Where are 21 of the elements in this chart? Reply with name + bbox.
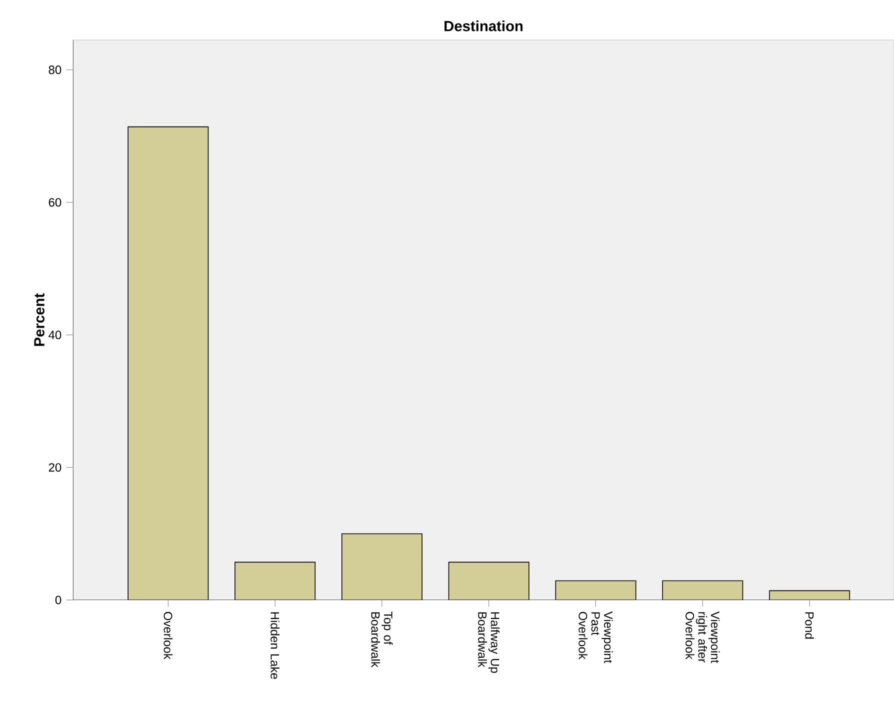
y-tick-label: 40 <box>48 330 62 340</box>
y-tick-label: 80 <box>48 66 62 74</box>
y-tick-label: 0 <box>55 596 62 604</box>
bar <box>341 533 422 600</box>
y-tick-label: 60 <box>48 198 62 207</box>
bar <box>662 580 744 600</box>
bar <box>234 562 316 600</box>
x-tick-label: Top of Boardwalk <box>371 612 393 668</box>
x-tick-label: Viewpoint Past Overlook <box>578 611 613 664</box>
x-tick-label: Overlook <box>164 612 173 660</box>
bar <box>128 126 209 600</box>
x-tick-label: Hidden Lake <box>270 612 280 679</box>
bar <box>769 590 850 600</box>
bar <box>448 562 530 600</box>
x-tick-label: Pond <box>805 612 814 639</box>
y-tick-label: 20 <box>48 463 62 472</box>
y-axis-title: Percent <box>34 293 44 346</box>
x-tick-label: Halfway Up Boardwalk <box>478 612 500 673</box>
chart-title: Destination <box>444 20 523 32</box>
x-tick-label: Viewpoint right after Overlook <box>686 611 720 664</box>
bar <box>555 580 636 600</box>
